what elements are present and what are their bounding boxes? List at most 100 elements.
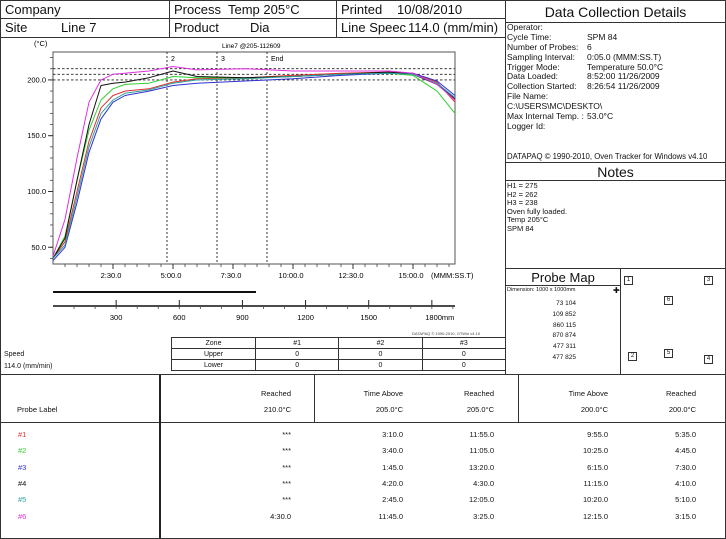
result-value: 11:15.0	[583, 478, 608, 488]
zone-header: #2	[338, 337, 423, 349]
y-axis-unit: (°C)	[34, 39, 48, 48]
svg-text:1800mm: 1800mm	[425, 313, 454, 322]
result-value: 5:35.0	[675, 430, 696, 439]
result-value: 7:30.0	[675, 462, 696, 472]
probe-position-marker[interactable]: 4	[704, 355, 713, 364]
svg-text:End: End	[271, 56, 284, 63]
probe-label: #6	[18, 511, 27, 521]
group-divider-1	[314, 375, 315, 422]
result-value: 10:25.0	[582, 446, 608, 456]
probe-series-2	[52, 72, 456, 259]
probe-label-header: Probe Label	[17, 405, 58, 414]
probe-coords-list: 73 104 109 852 860 115 870 874 477 311 477 82…	[506, 299, 577, 364]
column-header-threshold: 205.0°C	[375, 405, 403, 414]
zone-cell: 0	[254, 359, 340, 371]
probe-map-dimension: Dimension: 1000 x 1000mm	[507, 287, 576, 293]
printed-label: Printed	[341, 2, 383, 17]
zone-cell: 0	[254, 348, 340, 360]
zone-cell: 0	[421, 359, 507, 371]
result-value: 3:15.0	[675, 511, 696, 521]
zone-cell: 0	[338, 359, 423, 371]
probe-coord: 477 311	[552, 343, 576, 351]
speed-value: 114.0 (mm/min)	[4, 363, 53, 370]
column-header: Time Above	[363, 389, 403, 398]
probe-coord: 73 104	[556, 300, 576, 307]
svg-text:(MMM:SS.T): (MMM:SS.T)	[431, 271, 474, 280]
probe-position-marker[interactable]: 3	[704, 276, 713, 285]
result-value: 4:30.0	[270, 511, 291, 521]
probe-label: #4	[18, 478, 27, 488]
svg-text:900: 900	[236, 313, 249, 322]
probe-position-marker[interactable]: 6	[664, 296, 673, 305]
temperature-chart: (°C) Line7 @205-112609 50.0 100.0 150.0 200…	[27, 39, 474, 322]
process-cell: Process Temp 205°C	[169, 0, 337, 19]
line-speed-value: 114.0 (mm/min)	[408, 20, 499, 35]
result-value: 2:45.0	[382, 495, 403, 505]
detail-value: 0:05.0 (MMM:SS.T)	[587, 51, 662, 62]
column-header: Reached	[665, 389, 696, 398]
detail-value: SPM 84	[587, 31, 618, 42]
data-collection-panel: Data Collection Details Operator: Cycle T…	[505, 0, 726, 163]
data-collection-row: Cycle Time: SPM 84	[507, 31, 724, 43]
svg-text:7:30.0: 7:30.0	[221, 271, 242, 280]
detail-value: 8:52:00 11/26/2009	[587, 71, 660, 82]
company-label: Company	[5, 2, 61, 17]
zone-row-lower: Lower 0 0 0	[171, 359, 507, 371]
probe-position-marker[interactable]: 2	[628, 352, 637, 361]
zone-cell: 0	[338, 348, 423, 360]
probe-map-panel: Probe Map Dimension: 1000 x 1000mm ✚ 73 …	[505, 268, 621, 375]
column-header: Time Above	[568, 389, 608, 398]
probe-map-diagram: 1 3 6 2 5 4	[620, 268, 726, 375]
probe-position-marker[interactable]: 5	[664, 349, 673, 358]
result-value: 5:10.0	[675, 495, 696, 505]
data-collection-row: Number of Probes: 6	[507, 41, 724, 53]
svg-text:100.0: 100.0	[27, 187, 46, 196]
product-cell: Product Dia	[169, 18, 337, 38]
detail-value: 53.0°C	[587, 111, 614, 122]
note-line: H1 = 275	[507, 181, 538, 190]
probe-series-5	[52, 72, 456, 259]
probe-map-title: Probe Map	[506, 269, 620, 286]
detail-label: Number of Probes:	[507, 41, 579, 52]
result-value: 11:55.0	[469, 430, 494, 439]
pin-icon[interactable]: ✚	[613, 286, 620, 295]
process-value: Temp 205°C	[228, 2, 300, 17]
data-collection-row: C:\USERS\MC\DESKTO\	[507, 101, 724, 112]
probe-col-divider	[159, 375, 161, 538]
probe-coord: 109 852	[552, 310, 577, 318]
probe-label: #5	[18, 495, 27, 505]
svg-text:1200: 1200	[297, 313, 314, 322]
result-value: 12:05.0	[468, 495, 494, 505]
svg-text:200.0: 200.0	[27, 75, 46, 84]
line-speed-label: Line Speec	[341, 20, 407, 35]
data-collection-rows: Operator: Cycle Time: SPM 84 Number of Prob…	[506, 22, 725, 132]
result-value: ***	[282, 478, 291, 488]
probe-position-marker[interactable]: 1	[624, 276, 633, 285]
data-collection-row: Trigger Mode: Temperature 50.0°C	[507, 61, 724, 73]
detail-label: Operator:	[507, 22, 543, 32]
result-value: ***	[282, 462, 291, 472]
result-value: 6:15.0	[587, 462, 608, 472]
detail-value: 8:26:54 11/26/2009	[587, 81, 660, 92]
result-value: 1:45.0	[382, 462, 403, 472]
detail-label: C:\USERS\MC\DESKTO\	[507, 101, 603, 112]
detail-label: Cycle Time:	[507, 31, 552, 42]
probe-series-3	[52, 72, 456, 262]
result-value: 13:20.0	[468, 462, 494, 472]
probe-label: #3	[18, 462, 27, 472]
result-value: 10:20.0	[582, 495, 608, 505]
column-header-threshold: 205.0°C	[466, 405, 494, 414]
detail-label: Sampling Interval:	[507, 51, 576, 62]
result-value: ***	[282, 446, 291, 456]
svg-text:150.0: 150.0	[27, 131, 46, 140]
notes-title: Notes	[506, 163, 725, 181]
svg-text:15:00.0: 15:00.0	[398, 271, 423, 280]
column-header-threshold: 200.0°C	[580, 405, 608, 414]
result-value: 11:45.0	[378, 511, 403, 521]
result-value: 3:25.0	[473, 511, 494, 521]
svg-text:600: 600	[173, 313, 186, 322]
notes-panel: Notes H1 = 275 H2 = 262 H3 = 238 Oven fully…	[505, 162, 726, 269]
data-collection-row: File Name:	[507, 91, 724, 102]
detail-label: Trigger Mode:	[507, 61, 560, 72]
result-value: ***	[282, 495, 291, 505]
